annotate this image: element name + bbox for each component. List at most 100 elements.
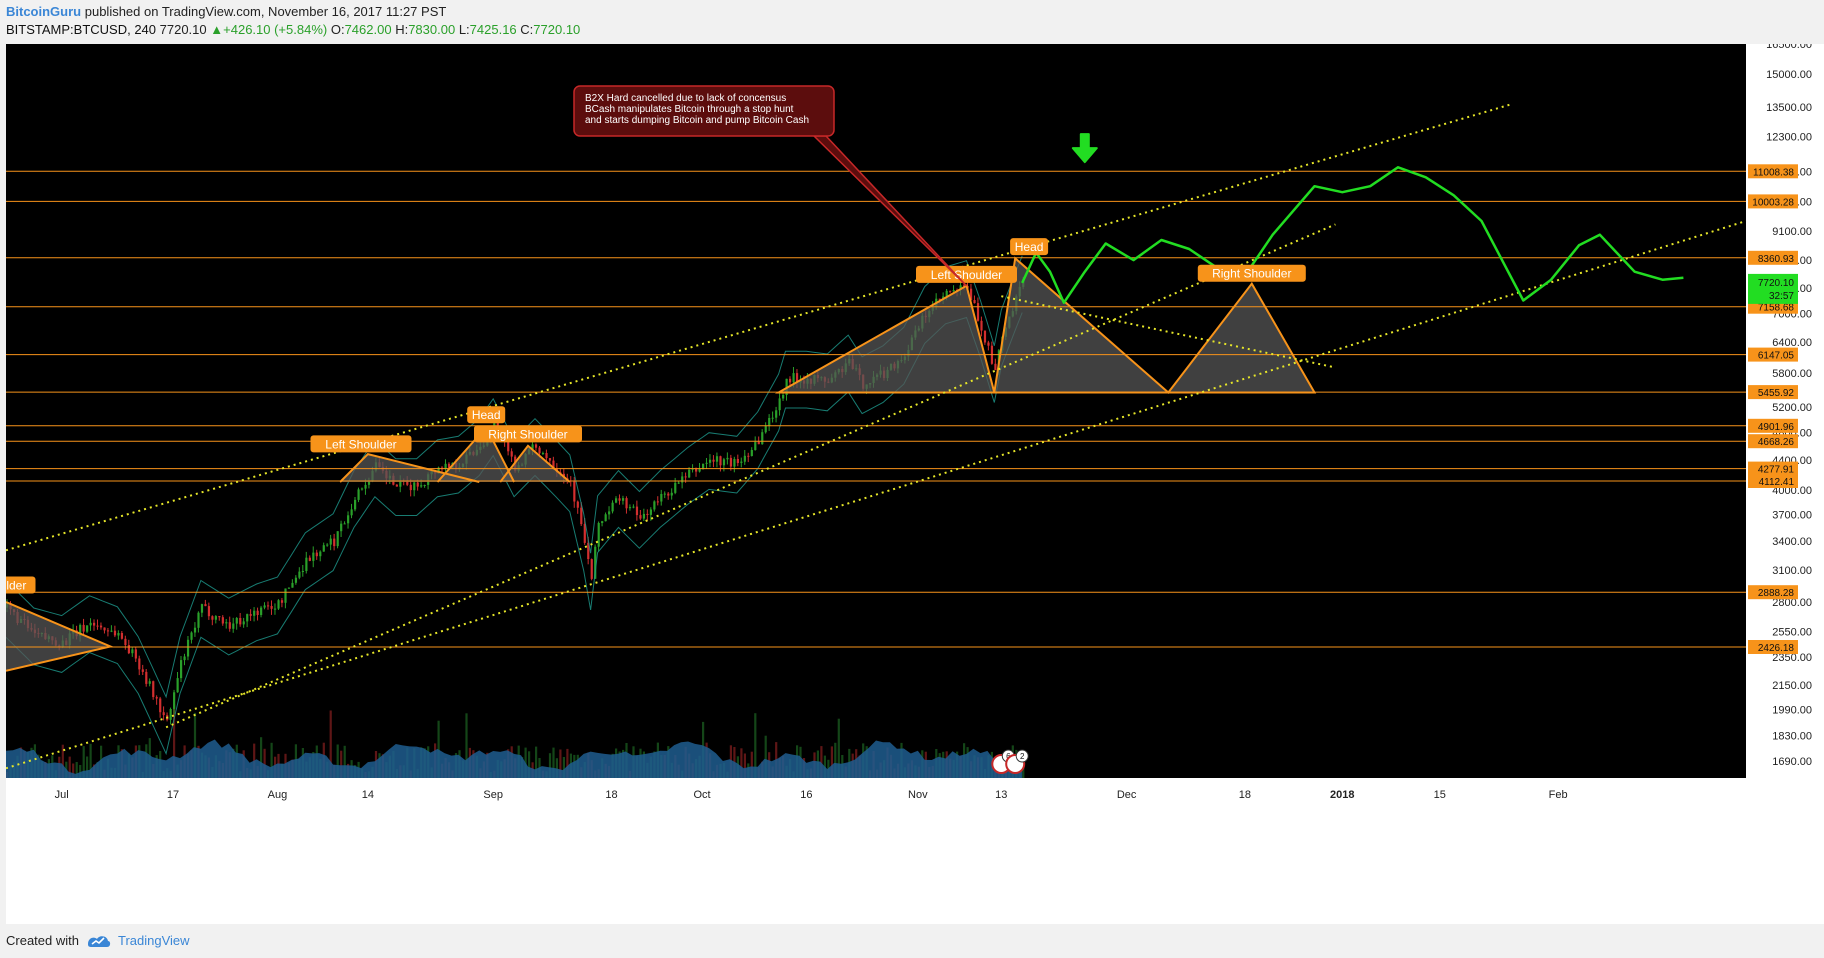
volume-bar bbox=[437, 720, 440, 778]
published-text: published on TradingView.com, November 1… bbox=[84, 4, 447, 19]
pattern-label-box bbox=[1197, 264, 1306, 282]
pattern-label: ulder bbox=[6, 579, 26, 593]
candle-body bbox=[656, 501, 659, 503]
candle-body bbox=[983, 330, 987, 343]
candle-body bbox=[267, 605, 270, 607]
candle-body bbox=[343, 523, 346, 525]
candle-body bbox=[764, 425, 767, 433]
price-level-tag bbox=[1748, 434, 1798, 449]
chart-area[interactable]: ulder Left Shoulder Head Right Shoulder Left… bbox=[6, 44, 1824, 924]
volume-bar bbox=[173, 704, 176, 778]
candle-body bbox=[534, 444, 538, 448]
price-tick-label: 3700.00 bbox=[1772, 509, 1812, 521]
candle-body bbox=[89, 622, 92, 626]
candle-body bbox=[263, 605, 266, 608]
candle-body bbox=[621, 498, 625, 501]
candle-body bbox=[413, 482, 416, 491]
volume-bar bbox=[764, 735, 767, 778]
last-price-tag bbox=[1748, 273, 1798, 304]
pattern-label-box bbox=[916, 265, 1017, 283]
candle-body bbox=[315, 552, 318, 557]
candle-body bbox=[200, 604, 204, 613]
candle-body bbox=[754, 441, 757, 450]
candle-body bbox=[663, 493, 666, 495]
candle-body bbox=[333, 538, 336, 547]
candle-body bbox=[729, 457, 733, 467]
price-chart[interactable]: ulder Left Shoulder Head Right Shoulder Left… bbox=[6, 44, 1824, 924]
candle-body bbox=[395, 484, 398, 487]
candle-body bbox=[322, 545, 325, 552]
candle-body bbox=[768, 418, 771, 426]
candle-body bbox=[138, 658, 141, 670]
volume-bar bbox=[82, 746, 85, 778]
pattern-label: Head bbox=[1015, 240, 1044, 254]
price-tick-label: 2800.00 bbox=[1772, 597, 1812, 609]
volume-bar bbox=[535, 746, 538, 778]
volume-bar bbox=[336, 744, 339, 778]
last-price-countdown: 32:57 bbox=[1769, 291, 1794, 302]
open-label: O: bbox=[330, 22, 345, 37]
candle-body bbox=[131, 649, 134, 654]
candle-body bbox=[945, 290, 948, 297]
up-triangle-icon: ▲ bbox=[210, 22, 224, 37]
candle-body bbox=[587, 542, 590, 559]
volume-bar bbox=[548, 753, 552, 778]
candle-body bbox=[416, 482, 419, 487]
candle-body bbox=[677, 482, 680, 484]
candle-body bbox=[273, 608, 277, 610]
volume-bar bbox=[754, 713, 757, 778]
event-badge-count: 2 bbox=[1020, 752, 1025, 761]
author-link[interactable]: BitcoinGuru bbox=[6, 4, 82, 19]
price-level-tag bbox=[1748, 164, 1798, 179]
candle-body bbox=[218, 616, 221, 618]
pattern-label-box bbox=[474, 425, 582, 443]
candle-body bbox=[96, 625, 99, 627]
pattern-label-box bbox=[1010, 238, 1049, 256]
time-axis-background bbox=[6, 778, 1746, 924]
candle-body bbox=[340, 523, 343, 532]
low-value: 7425.16 bbox=[469, 22, 517, 37]
candle-body bbox=[180, 660, 183, 679]
time-tick-label: Aug bbox=[268, 789, 288, 801]
volume-bar bbox=[743, 753, 746, 778]
candle-body bbox=[350, 509, 353, 516]
candle-body bbox=[284, 588, 287, 603]
price-level-label: 4668.26 bbox=[1758, 437, 1795, 448]
price-level-label: 5455.92 bbox=[1758, 388, 1795, 399]
price-tick-label: 16500.00 bbox=[1766, 44, 1812, 51]
price-level-tag bbox=[1748, 585, 1798, 600]
candle-body bbox=[190, 632, 193, 640]
pattern-label: Left Shoulder bbox=[325, 437, 396, 451]
time-tick-label: 18 bbox=[1239, 789, 1251, 801]
callout-text: B2X Hard cancelled due to lack of concen… bbox=[585, 93, 786, 104]
pattern-outline bbox=[774, 256, 1317, 394]
candle-body bbox=[778, 398, 781, 411]
band-lower bbox=[6, 312, 1023, 756]
candle-body bbox=[538, 447, 541, 454]
pattern-fill bbox=[1168, 283, 1315, 393]
price-tick-label: 2350.00 bbox=[1772, 652, 1812, 664]
candle-body bbox=[722, 459, 726, 466]
last-price-text: 7720.10 bbox=[159, 22, 207, 37]
time-tick-label: 18 bbox=[605, 789, 617, 801]
candle-body bbox=[552, 460, 555, 469]
pattern-label: Left Shoulder bbox=[931, 268, 1002, 282]
chart-header: BitcoinGuru published on TradingView.com… bbox=[0, 0, 1824, 44]
candle-body bbox=[155, 697, 158, 699]
volume-bar bbox=[566, 748, 569, 778]
candle-body bbox=[649, 509, 652, 515]
close-value: 7720.10 bbox=[533, 22, 581, 37]
candle-body bbox=[782, 395, 785, 399]
time-tick-label: 16 bbox=[800, 789, 812, 801]
candle-body bbox=[715, 456, 719, 462]
high-value: 7830.00 bbox=[408, 22, 456, 37]
candle-body bbox=[110, 630, 113, 632]
tradingview-link[interactable]: TradingView bbox=[118, 933, 190, 948]
candle-body bbox=[301, 571, 304, 572]
candle-body bbox=[604, 514, 607, 522]
candle-body bbox=[583, 524, 586, 543]
price-level-label: 6147.05 bbox=[1758, 351, 1795, 362]
price-level-label: 11008.38 bbox=[1753, 167, 1794, 178]
footer: Created with TradingView bbox=[0, 924, 1824, 958]
price-tick-label: 1690.00 bbox=[1772, 756, 1812, 768]
